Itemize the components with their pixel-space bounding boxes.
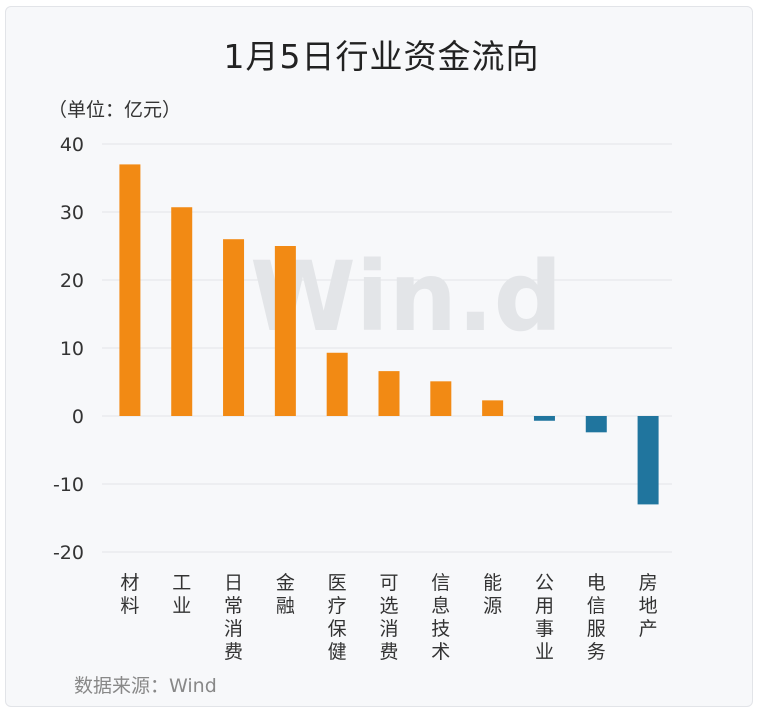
bar (326, 352, 348, 416)
x-tick-label: 材料 (120, 572, 139, 617)
unit-label: （单位：亿元） (48, 99, 182, 121)
bar (378, 371, 400, 416)
watermark: Win.d (250, 241, 562, 353)
bar (274, 246, 296, 416)
bar (430, 381, 452, 416)
y-tick-label: 0 (72, 406, 84, 428)
x-tick-label: 日常消费 (224, 572, 243, 663)
x-tick-label: 电信服务 (587, 572, 606, 663)
x-tick-label: 能源 (483, 572, 502, 617)
x-tick-label: 金融 (276, 572, 295, 617)
source-note: 数据来源：Wind (74, 675, 217, 697)
bar (119, 164, 141, 416)
x-tick-label: 医疗保健 (328, 572, 347, 663)
y-tick-label: 20 (60, 270, 84, 292)
bars (119, 164, 659, 505)
y-tick-label: 40 (60, 134, 84, 156)
x-tick-label: 公用事业 (535, 572, 554, 663)
bar (223, 239, 245, 416)
chart-title: 1月5日行业资金流向 (223, 37, 540, 76)
x-tick-label: 工业 (172, 572, 191, 617)
y-tick-label: -10 (53, 474, 84, 496)
bar (533, 416, 555, 421)
bar (585, 416, 607, 433)
x-tick-label: 房地产 (639, 572, 658, 640)
bar (482, 400, 504, 416)
y-tick-label: 30 (60, 202, 84, 224)
y-axis-ticks: 40 30 20 10 0 -10 -20 (53, 134, 84, 564)
x-tick-label: 可选消费 (379, 572, 398, 663)
y-tick-label: -20 (53, 542, 84, 564)
bar (637, 416, 659, 505)
x-tick-label: 信息技术 (431, 572, 450, 663)
y-tick-label: 10 (60, 338, 84, 360)
bar (171, 207, 193, 416)
